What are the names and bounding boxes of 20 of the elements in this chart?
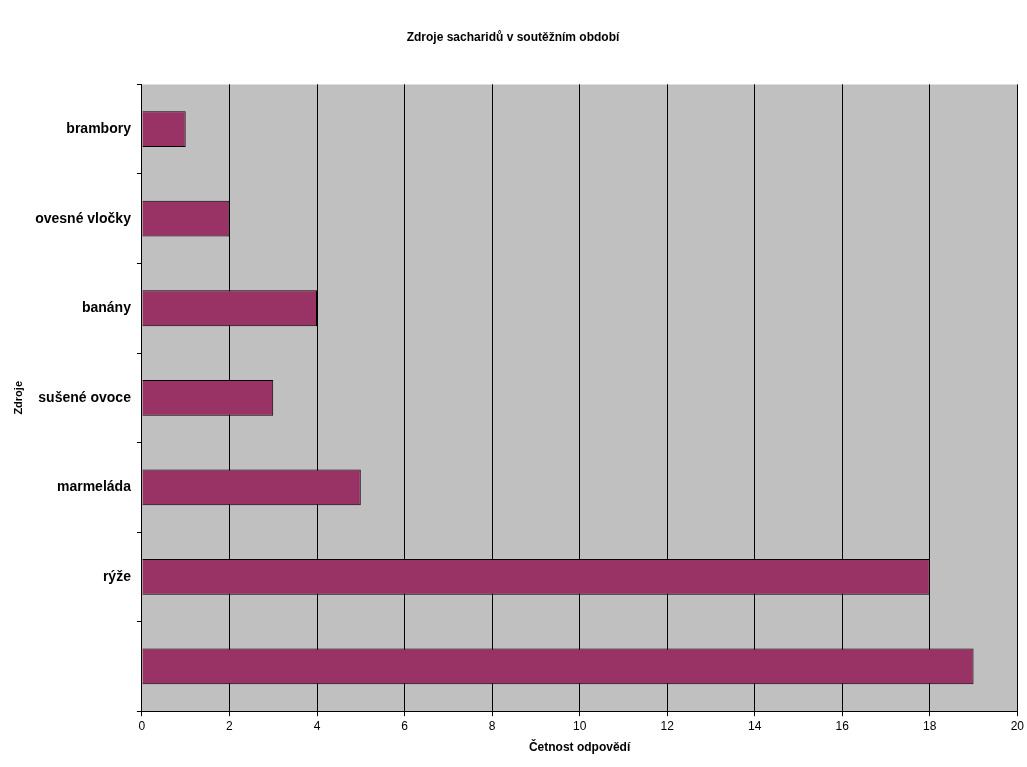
y-tick-label: ovesné vločky [35,209,132,226]
x-tick-label: 18 [923,718,937,733]
x-tick-label: 6 [401,718,409,733]
x-tick-label: 16 [835,718,850,733]
y-tick-label: sušené ovoce [38,388,132,405]
x-tick-label: 0 [138,718,146,733]
x-tick-label: 10 [572,718,587,733]
x-tick-label: 20 [1010,718,1025,733]
y-tick-label: marmeláda [56,478,132,495]
x-tick-label: 8 [488,718,496,733]
chart-title: Zdroje sacharidů v soutěžním období [406,29,620,44]
x-tick-label: 12 [660,718,675,733]
x-tick-label: 2 [226,718,234,733]
y-tick-label: brambory [66,120,132,137]
x-tick-label: 14 [748,718,762,733]
x-tick-label: 4 [313,718,321,733]
y-tick-label: rýže [102,567,132,584]
x-axis-title: Četnost odpovědí [528,739,631,755]
y-tick-label: banány [81,299,132,316]
y-axis-title: Zdroje [11,380,24,415]
